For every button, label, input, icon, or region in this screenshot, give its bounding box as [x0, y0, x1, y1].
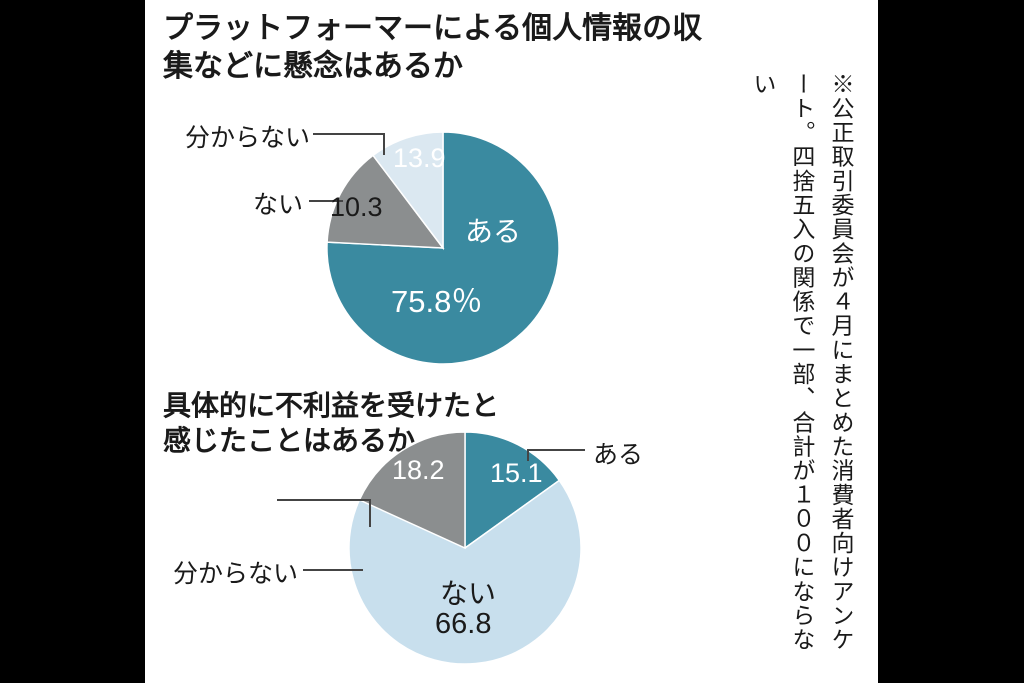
chart1-label-wakaranai: 分からない: [185, 118, 310, 154]
chart1-num-aru: 75.8％: [391, 276, 482, 321]
chart2-num-nai: 66.8: [435, 608, 491, 641]
chart1-num-nai: 10.3: [330, 192, 383, 223]
chart2-label-wakaranai: 分からない: [173, 554, 298, 590]
chart1-title: プラットフォーマーによる個人情報の収集などに懸念はあるか: [163, 10, 723, 85]
chart2-label-nai: ない: [440, 572, 496, 612]
chart2-label-aru: ある: [593, 435, 643, 471]
chart2-num-wakaranai: 18.2: [392, 455, 445, 486]
chart2-leader-title-h: [277, 499, 369, 501]
side-note: ※公正取引委員会が４月にまとめた消費者向けアンケート。四捨五入の関係で一部、合計…: [743, 72, 860, 662]
infographic-canvas: プラットフォーマーによる個人情報の収集などに懸念はあるか 分からない ない 13…: [145, 0, 878, 683]
chart2-leader-aru-h: [527, 449, 585, 451]
chart2-leader-wakaranai: [303, 569, 363, 571]
chart1-num-wakaranai: 13.9: [393, 143, 446, 174]
chart1-label-nai: ない: [253, 185, 303, 221]
chart1-leader-wakaranai-h: [313, 133, 383, 135]
chart1-label-aru: ある: [465, 210, 521, 250]
chart2-leader-title-v: [369, 499, 371, 527]
chart1-leader-wakaranai-v: [383, 133, 385, 155]
chart2-num-aru: 15.1: [490, 458, 543, 489]
